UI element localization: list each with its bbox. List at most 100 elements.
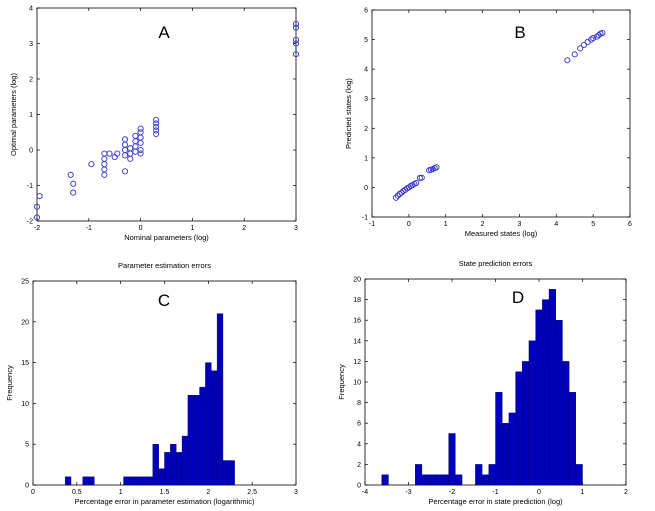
histogram-bar [548,289,556,486]
y-tick-label: 10 [353,380,361,387]
y-tick-label: 0 [25,483,29,490]
histogram-bar [455,474,463,486]
data-point [292,36,300,44]
data-point [132,148,139,155]
data-point [137,129,144,136]
data-point [88,161,95,168]
histogram-bar [421,474,429,486]
data-point [122,168,129,175]
x-tick-label: -2 [34,225,40,232]
y-tick-label: 4 [364,67,368,74]
plot-area [32,280,297,486]
histogram-bar [82,476,89,486]
y-tick-label: 5 [25,442,29,449]
x-tick-label: -4 [362,489,368,496]
histogram-bar [199,386,206,486]
x-tick-label: -1 [86,225,92,232]
x-tick-label: -1 [492,489,498,496]
histogram-bar [542,299,550,486]
histogram-bar [175,452,183,486]
data-point [394,192,401,199]
histogram-bar [123,476,130,486]
data-point [153,123,160,130]
histogram-bar [228,460,235,486]
data-point [137,125,144,132]
data-point [67,171,74,178]
histogram-bar [448,433,456,486]
y-tick-label: 10 [21,401,29,408]
histogram-bar [187,395,194,486]
histogram-bar [435,474,443,486]
y-axis-label: Optimal parameters (log) [9,73,18,156]
x-tick-label: 1 [444,221,448,228]
data-point [292,20,300,28]
histogram-bar [193,395,200,486]
histogram-bar [495,392,503,486]
data-point [599,30,606,37]
histogram-bar [481,474,490,486]
data-point [101,171,108,178]
histogram-bar [488,464,496,486]
data-point [413,179,420,187]
histogram-bar [528,340,536,486]
y-tick-label: 16 [353,318,361,325]
histogram-bar [508,412,516,486]
histogram-bar [428,474,436,486]
y-tick-label: 2 [357,462,361,469]
histogram-bar [129,476,136,486]
y-tick-label: 0 [357,483,361,490]
y-tick-label: 1 [364,155,368,162]
histogram-bar [158,468,165,486]
histogram-bar [535,309,543,486]
y-tick-label: 5 [364,37,368,44]
y-tick-label: 3 [29,41,33,48]
histogram-bar [216,313,224,486]
data-point [433,164,440,171]
data-point [137,150,144,157]
histogram-bar [575,464,583,486]
x-axis-label: Measured states (log) [465,229,538,238]
histogram-bar [562,361,570,486]
data-point [593,33,600,40]
y-tick-label: 6 [357,421,361,428]
histogram-bar [64,476,72,486]
x-tick-label: -2 [449,489,455,496]
y-tick-label: 18 [353,297,361,304]
histogram-bar [152,444,159,486]
data-point [398,189,405,196]
y-tick-label: 25 [21,279,29,286]
x-tick-label: 5 [591,221,595,228]
x-tick-label: 4 [554,221,558,228]
data-point [127,145,134,152]
x-axis-label: Percentage error in parameter estimation… [74,497,255,506]
panel-c: 0 0.5 1 1.5 2 2.5 3 0 5 10 15 20 25 C Parameter estima… [5,261,298,506]
y-axis-label: Frequency [5,365,14,401]
data-point [153,130,160,138]
y-tick-label: 4 [357,441,361,448]
y-axis-label: Frequency [337,364,346,400]
x-tick-label: 2 [481,221,485,228]
data-point [590,35,597,42]
x-tick-label: -1 [369,221,375,228]
x-axis-label: Nominal parameters (log) [124,233,209,242]
y-tick-label: -2 [27,219,33,226]
data-point [114,150,121,157]
y-tick-label: 20 [353,277,361,284]
panel-a: -2 -1 0 1 2 3 -2 -1 0 1 2 3 4 A Nominal parameters (lo… [9,6,300,242]
histogram-bar [140,476,148,486]
y-tick-label: 3 [364,96,368,103]
x-tick-label: 0 [407,221,411,228]
data-point [292,40,300,47]
histogram-bar [475,464,483,486]
histogram-bar [222,460,230,486]
y-tick-label: 15 [21,360,29,367]
y-tick-label: 8 [357,400,361,407]
y-tick-label: 1 [29,112,33,119]
y-tick-label: -1 [362,215,368,222]
data-point [132,132,139,139]
x-tick-label: -3 [405,489,411,496]
x-tick-label: 2 [624,489,628,496]
x-tick-label: 0 [31,489,35,496]
data-point [153,116,160,123]
